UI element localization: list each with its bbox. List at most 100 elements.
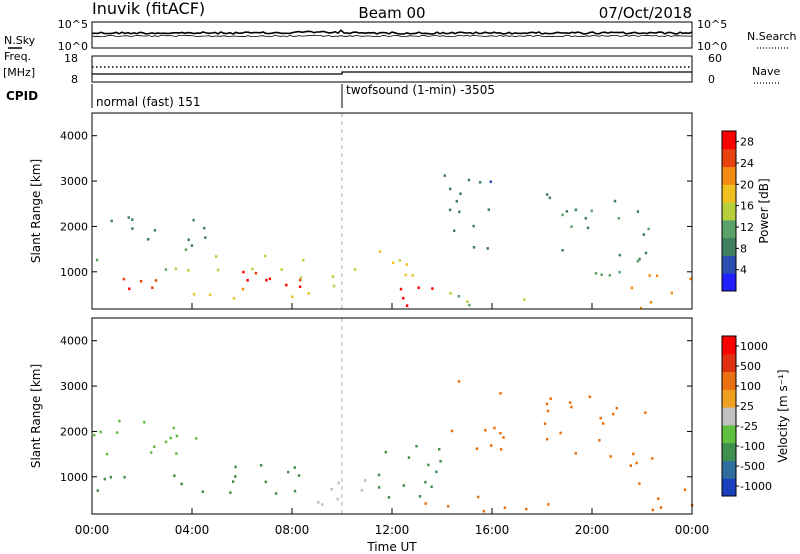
scatter-cell	[594, 272, 598, 275]
scatter-cell	[153, 229, 157, 232]
scatter-cell	[418, 495, 422, 498]
freq-trace	[92, 71, 692, 75]
colorbar-tick-label: -500	[740, 460, 765, 473]
scatter-cell	[411, 274, 414, 277]
colorbar-swatch	[722, 460, 736, 479]
scatter-cell	[122, 277, 126, 281]
scatter-cell	[99, 430, 102, 434]
scatter-cell	[523, 298, 526, 301]
nsky-tick-high: 10^5	[58, 18, 88, 31]
time-x-axis: 00:00 04:00 08:00 12:00 16:00 20:00 00:00	[75, 303, 709, 537]
scatter-cell	[543, 422, 547, 425]
scatter-cell	[484, 428, 487, 432]
scatter-cell	[187, 269, 190, 272]
scatter-cell	[642, 233, 645, 236]
scatter-cell	[615, 406, 618, 410]
freq-tick-high: 18	[64, 52, 78, 65]
scatter-cell	[336, 497, 339, 501]
scatter-cell	[417, 286, 420, 289]
scatter-cell	[617, 217, 620, 220]
scatter-cell	[547, 503, 550, 506]
scatter-cell	[588, 395, 591, 399]
scatter-cell	[559, 431, 562, 435]
scatter-cell	[655, 274, 659, 277]
noise-sky-trace	[92, 29, 693, 35]
power-colorbar-label: Power [dB]	[757, 178, 771, 243]
scatter-cell	[430, 485, 433, 488]
scatter-cell	[651, 457, 654, 460]
scatter-cell	[299, 278, 302, 282]
scatter-cell	[466, 300, 469, 303]
scatter-cell	[487, 208, 490, 211]
scatter-cell	[443, 174, 446, 177]
colorbar-frame	[721, 335, 737, 497]
scatter-cell	[431, 287, 434, 290]
scatter-cell	[378, 250, 382, 253]
x-tick-label: 04:00	[175, 523, 210, 537]
scatter-cell	[332, 284, 336, 288]
scatter-cell	[457, 295, 460, 298]
scatter-cell	[150, 451, 153, 454]
colorbar-tick-label: 16	[740, 200, 754, 213]
colorbar-swatch	[722, 219, 736, 239]
scatter-cell	[472, 246, 476, 249]
freq-label-1: Freq.	[4, 50, 31, 63]
x-tick-label: 12:00	[375, 523, 410, 537]
colorbar-tick-label: -25	[740, 420, 758, 433]
scatter-cell	[644, 251, 648, 255]
scatter-cell	[164, 440, 168, 444]
noise-panel: N.Sky 10^5 10^0 10^5 10^0 N.Search	[4, 18, 797, 53]
scatter-cell	[548, 196, 551, 200]
y-tick-label: 3000	[60, 175, 88, 188]
cpid-label: CPID	[6, 89, 38, 103]
colorbar-swatch	[722, 336, 736, 355]
scatter-cell	[192, 218, 195, 222]
scatter-cell	[486, 247, 489, 250]
scatter-cell	[131, 218, 134, 221]
scatter-cell	[636, 210, 640, 213]
scatter-cell	[317, 501, 320, 504]
scatter-cell	[449, 292, 452, 295]
scatter-cell	[110, 219, 113, 223]
scatter-cell	[405, 304, 409, 307]
scatter-cell	[546, 409, 550, 413]
scatter-cell	[353, 268, 357, 271]
colorbar-tick-label: 500	[740, 360, 761, 373]
scatter-cell	[398, 259, 402, 262]
scatter-cell	[184, 248, 188, 251]
scatter-cell	[377, 473, 381, 477]
scatter-cell	[689, 277, 692, 281]
scatter-cell	[109, 475, 112, 479]
cpid-row: CPID normal (fast) 151 twofsound (1-min)…	[6, 83, 495, 109]
scatter-cell	[215, 255, 218, 258]
scatter-cell	[274, 492, 278, 495]
beam-title: Beam 00	[358, 4, 425, 22]
scatter-cell	[569, 401, 572, 404]
scatter-cell	[424, 502, 427, 505]
y-tick-label: 3000	[60, 380, 88, 393]
freq-panel: Freq. [MHz] 18 8 60 0 Nave	[3, 50, 780, 86]
colorbar-tick-label: 25	[740, 400, 754, 413]
scatter-cell	[402, 484, 405, 487]
scatter-cell	[651, 508, 654, 512]
scatter-cell	[453, 229, 456, 233]
scatter-cell	[285, 283, 288, 287]
scatter-cell	[190, 244, 194, 247]
scatter-cell	[457, 380, 461, 383]
scatter-cell	[458, 210, 461, 214]
scatter-cell	[598, 439, 601, 442]
scatter-cell	[154, 279, 158, 282]
scatter-cell	[608, 274, 611, 277]
scatter-cell	[489, 180, 492, 183]
scatter-cell	[127, 216, 130, 219]
velocity-panel: 1000 2000 3000 4000 Slant Range [km] 1000 50…	[29, 303, 790, 554]
colorbar-swatch	[722, 237, 736, 256]
scatter-cell	[187, 238, 190, 241]
scatter-cell	[287, 470, 290, 474]
scatter-cell	[618, 270, 621, 274]
time-xlabel: Time UT	[366, 540, 417, 554]
scatter-cell	[153, 445, 156, 448]
scatter-cell	[265, 278, 268, 282]
velocity-y-axis: 1000 2000 3000 4000	[60, 335, 692, 484]
scatter-cell	[639, 306, 643, 310]
